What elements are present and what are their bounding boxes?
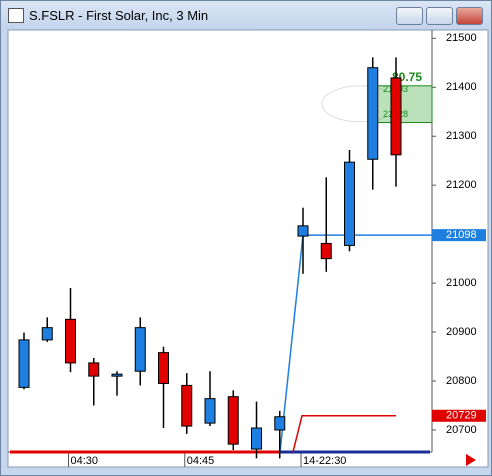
minimize-button[interactable] [396,7,423,25]
y-tick-label: 21200 [446,179,477,191]
candle-body [390,77,402,156]
candle-body [41,327,53,341]
candle-body [320,242,332,260]
window-title: S.FSLR - First Solar, Inc, 3 Min [29,8,209,23]
y-tick-label: 20800 [446,375,477,387]
price-flag-label: 21098 [446,229,477,241]
candle-body [274,416,286,431]
candle-body [18,339,30,388]
candle-body [111,373,123,377]
candle-body [227,396,239,445]
window-icon [8,8,24,23]
marker-line [292,415,396,453]
close-button[interactable] [456,7,483,25]
y-tick-label: 21400 [446,81,477,93]
candle-body [204,398,216,424]
candle-body [134,327,146,372]
scroll-arrow[interactable] [466,454,476,466]
candle-body [297,225,309,237]
candle-body [367,67,379,160]
candle-body [88,362,100,377]
chart-background [7,29,489,468]
x-tick-label: 14-22:30 [303,455,346,467]
price-flag [432,409,486,422]
title-bar: S.FSLR - First Solar, Inc, 3 Min [1,1,491,29]
x-tick-label: 04:30 [71,455,99,467]
candle-body [251,427,262,450]
price-flag [432,229,486,242]
y-tick-label: 21300 [446,130,477,142]
candle-body [158,352,169,384]
price-flag-label: 20729 [446,410,477,422]
maximize-button[interactable] [426,7,453,25]
y-tick-label: 20900 [446,326,477,338]
candle-body [65,318,76,364]
y-tick-label: 21000 [446,277,477,289]
candle-body [181,384,193,427]
candle-body [344,161,355,246]
y-tick-label: 21500 [446,32,477,44]
y-tick-label: 20700 [446,424,477,436]
x-tick-label: 04:45 [187,455,215,467]
